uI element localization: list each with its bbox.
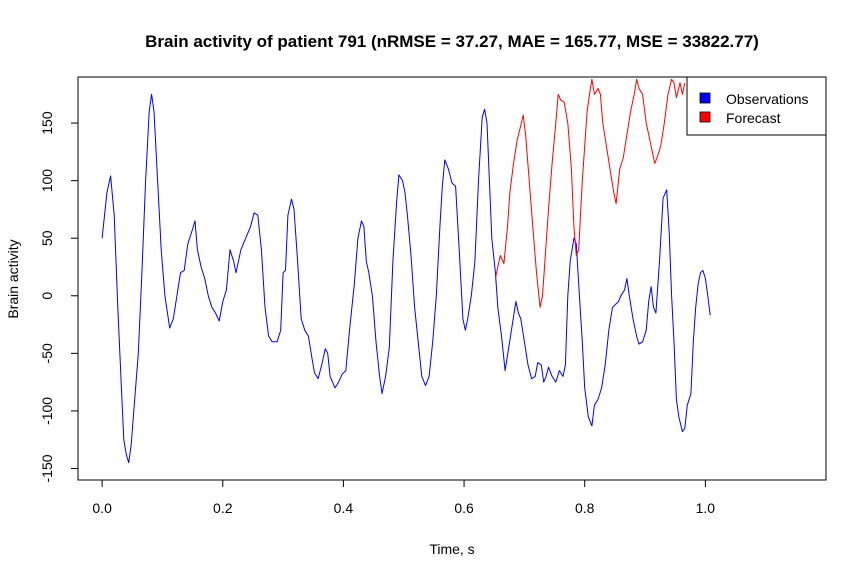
x-axis: 0.0 0.2 0.4 0.6 0.8 1.0 — [92, 479, 716, 516]
legend-label-observations: Observations — [726, 91, 808, 107]
x-axis-label: Time, s — [429, 541, 474, 557]
series-layer — [101, 78, 711, 464]
chart-title: Brain activity of patient 791 (nRMSE = 3… — [145, 32, 759, 51]
series-line-forecast — [494, 78, 686, 308]
y-tick-label: 50 — [39, 230, 55, 246]
y-tick-label: -100 — [39, 397, 55, 425]
legend: Observations Forecast — [686, 76, 827, 136]
y-tick-label: 100 — [39, 169, 55, 193]
series-line-observations — [101, 93, 711, 464]
y-tick-label: 150 — [39, 111, 55, 135]
x-tick-label: 0.8 — [575, 500, 595, 516]
y-tick-label: -50 — [39, 343, 55, 363]
legend-swatch-forecast — [699, 111, 711, 123]
y-axis-label: Brain activity — [5, 239, 21, 318]
y-tick-label: 0 — [39, 292, 55, 300]
x-tick-label: 0.6 — [454, 500, 474, 516]
plot-frame — [77, 76, 827, 481]
y-axis: -150 -100 -50 0 50 100 150 — [39, 111, 79, 483]
x-tick-label: 0.0 — [92, 500, 112, 516]
y-tick-label: -150 — [39, 454, 55, 482]
legend-box — [686, 76, 827, 136]
x-tick-label: 0.2 — [213, 500, 233, 516]
legend-label-forecast: Forecast — [726, 110, 781, 126]
legend-swatch-observations — [699, 92, 711, 104]
x-tick-label: 0.4 — [334, 500, 354, 516]
x-tick-label: 1.0 — [696, 500, 716, 516]
